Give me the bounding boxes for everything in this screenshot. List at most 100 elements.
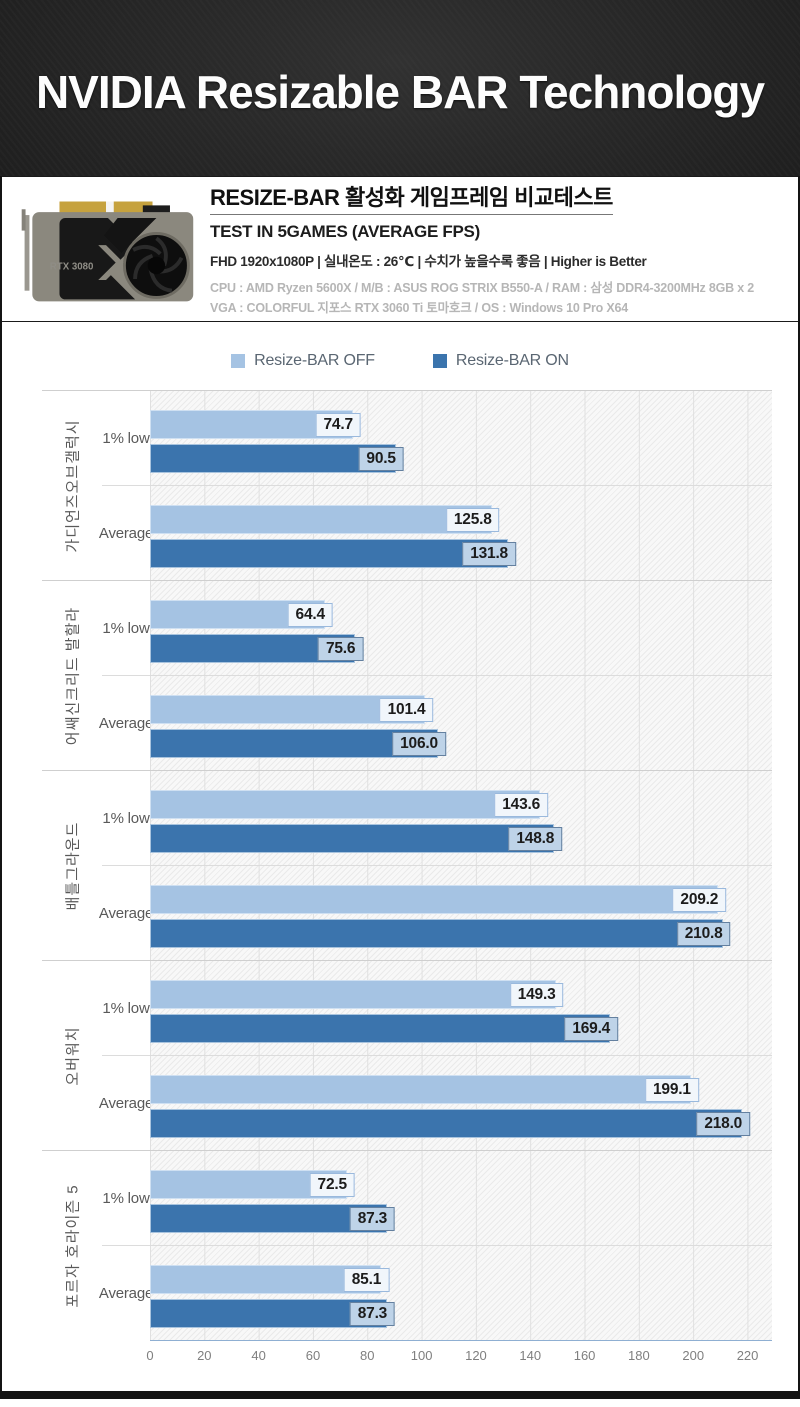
bar-wrap: 169.4 [150, 1014, 772, 1043]
bar-resize-bar-off [150, 1075, 691, 1104]
bar-resize-bar-on [150, 919, 723, 948]
game-name-label: 가디언즈오브갤럭시 [64, 418, 82, 553]
category-row: Average 101.4 106.0 [98, 676, 772, 770]
bar-value-label: 87.3 [349, 1301, 396, 1326]
category-label: 1% low [102, 429, 150, 447]
x-axis-tick-label: 60 [305, 1348, 321, 1363]
category-label: Average [98, 714, 154, 732]
bars-area: 209.2 210.8 [150, 866, 772, 960]
bar-resize-bar-on [150, 824, 555, 853]
x-axis-tick-label: 140 [519, 1348, 542, 1363]
svg-text:RTX 3080: RTX 3080 [50, 261, 94, 272]
bar-resize-bar-on [150, 1109, 743, 1138]
page-header: NVIDIA Resizable BAR Technology [0, 0, 800, 176]
bar-wrap: 148.8 [150, 824, 772, 853]
bar-wrap: 90.5 [150, 444, 772, 473]
category-label: 1% low [102, 1189, 150, 1207]
bar-resize-bar-off [150, 695, 426, 724]
benchmark-chart: Resize-BAR OFF Resize-BAR ON 가디언즈오브갤럭시 1%… [2, 352, 798, 1370]
bar-resize-bar-off [150, 790, 541, 819]
legend-swatch-on [432, 354, 447, 368]
x-axis-tick-label: 100 [410, 1348, 433, 1363]
bar-resize-bar-on [150, 539, 508, 568]
x-axis-ticks: 0 20 40 60 80 100 120 140 160 180 200 220 [146, 1340, 772, 1370]
category-row: 1% low 64.4 75.6 [102, 581, 772, 676]
bar-value-label: 149.3 [509, 982, 564, 1007]
legend-label-off: Resize-BAR OFF [254, 352, 375, 369]
x-axis-tick-label: 200 [682, 1348, 705, 1363]
bar-value-label: 199.1 [644, 1077, 699, 1102]
test-conditions: FHD 1920x1080P | 실내온도 : 26℃ | 수치가 높을수록 좋… [210, 254, 647, 270]
category-row: Average 125.8 131.8 [99, 486, 772, 580]
chart-plot-area: 가디언즈오브갤럭시 1% low 74.7 90.5 Average 125.8 131.8… [42, 390, 772, 1370]
page-body: RTX 3080 RESIZE-BAR 활성화 게임프레임 비교테스트 TEST… [0, 176, 800, 1399]
bar-wrap: 210.8 [150, 919, 772, 948]
bar-value-label: 72.5 [309, 1172, 355, 1197]
game-block: 포르자 호라이즌 5 1% low 72.5 87.3 Average 85.1 87.3 [42, 1150, 772, 1340]
bars-area: 101.4 106.0 [150, 676, 772, 770]
game-rows: 1% low 149.3 169.4 Average 199.1 218.0 [99, 961, 772, 1150]
bar-wrap: 87.3 [150, 1204, 772, 1233]
legend-label-on: Resize-BAR ON [455, 352, 569, 369]
game-name-cell: 어쌔신크리드 발할라 [42, 581, 102, 770]
bar-value-label: 209.2 [672, 887, 727, 912]
x-axis-spacer [42, 1340, 150, 1370]
game-rows: 1% low 64.4 75.6 Average 101.4 106.0 [98, 581, 772, 770]
bar-value-label: 90.5 [358, 446, 404, 471]
x-axis-tick-label: 0 [146, 1348, 154, 1363]
test-subtitle: TEST IN 5GAMES (AVERAGE FPS) [210, 222, 480, 242]
x-axis-tick-label: 120 [465, 1348, 487, 1363]
bar-value-label: 74.7 [315, 412, 361, 437]
x-axis-tick-label: 220 [736, 1348, 759, 1363]
category-row: 1% low 143.6 148.8 [102, 771, 772, 866]
rtx-3080-graphic: RTX 3080 [21, 201, 194, 302]
bar-resize-bar-off [150, 505, 492, 534]
bar-value-label: 131.8 [462, 541, 516, 566]
game-name-cell: 포르자 호라이즌 5 [42, 1151, 102, 1340]
bar-wrap: 143.6 [150, 790, 772, 819]
legend-item-resize-bar-off: Resize-BAR OFF [231, 352, 375, 370]
bar-resize-bar-on [150, 1204, 388, 1233]
bar-wrap: 125.8 [150, 505, 772, 534]
category-row: Average 85.1 87.3 [98, 1246, 772, 1340]
bars-area: 125.8 131.8 [150, 486, 772, 580]
gpu-card-image: RTX 3080 [2, 186, 210, 312]
bar-value-label: 169.4 [564, 1016, 619, 1041]
bars-area: 143.6 148.8 [150, 771, 772, 865]
game-block: 오버워치 1% low 149.3 169.4 Average 199.1 218.0 [42, 960, 772, 1150]
game-name-cell: 오버워치 [42, 961, 102, 1150]
game-name-label: 포르자 호라이즌 5 [64, 1183, 82, 1308]
bar-resize-bar-on [150, 1014, 611, 1043]
bar-value-label: 218.0 [696, 1111, 751, 1136]
category-row: Average 209.2 210.8 [98, 866, 772, 960]
game-rows: 1% low 74.7 90.5 Average 125.8 131.8 [99, 391, 772, 580]
x-axis: 0 20 40 60 80 100 120 140 160 180 200 220 [42, 1340, 772, 1370]
bar-wrap: 106.0 [150, 729, 772, 758]
legend-swatch-off [231, 354, 246, 368]
bar-resize-bar-off [150, 885, 719, 914]
category-label: Average [98, 904, 154, 922]
category-label: Average [98, 1284, 154, 1302]
bar-wrap: 72.5 [150, 1170, 772, 1199]
bar-resize-bar-on [150, 444, 396, 473]
category-row: Average 199.1 218.0 [99, 1056, 772, 1150]
bar-resize-bar-off [150, 980, 556, 1009]
x-axis-tick-label: 160 [573, 1348, 596, 1363]
bar-resize-bar-on [150, 729, 438, 758]
bars-area: 74.7 90.5 [150, 391, 772, 485]
category-label: 1% low [102, 619, 150, 637]
bar-wrap: 131.8 [150, 539, 772, 568]
category-row: 1% low 74.7 90.5 [102, 391, 772, 486]
page-title: NVIDIA Resizable BAR Technology [35, 66, 765, 118]
game-block: 배틀그라운드 1% low 143.6 148.8 Average 209.2 210.8 [42, 770, 772, 960]
bar-value-label: 101.4 [379, 697, 434, 722]
bars-area: 64.4 75.6 [150, 581, 772, 675]
game-name-label: 어쌔신크리드 발할라 [64, 606, 82, 745]
bar-wrap: 218.0 [150, 1109, 772, 1138]
bar-value-label: 85.1 [343, 1267, 390, 1292]
bar-value-label: 75.6 [317, 636, 364, 661]
bar-wrap: 101.4 [150, 695, 772, 724]
bar-wrap: 64.4 [150, 600, 772, 629]
bar-resize-bar-off [150, 1265, 382, 1294]
test-info-panel: RTX 3080 RESIZE-BAR 활성화 게임프레임 비교테스트 TEST… [2, 176, 798, 322]
